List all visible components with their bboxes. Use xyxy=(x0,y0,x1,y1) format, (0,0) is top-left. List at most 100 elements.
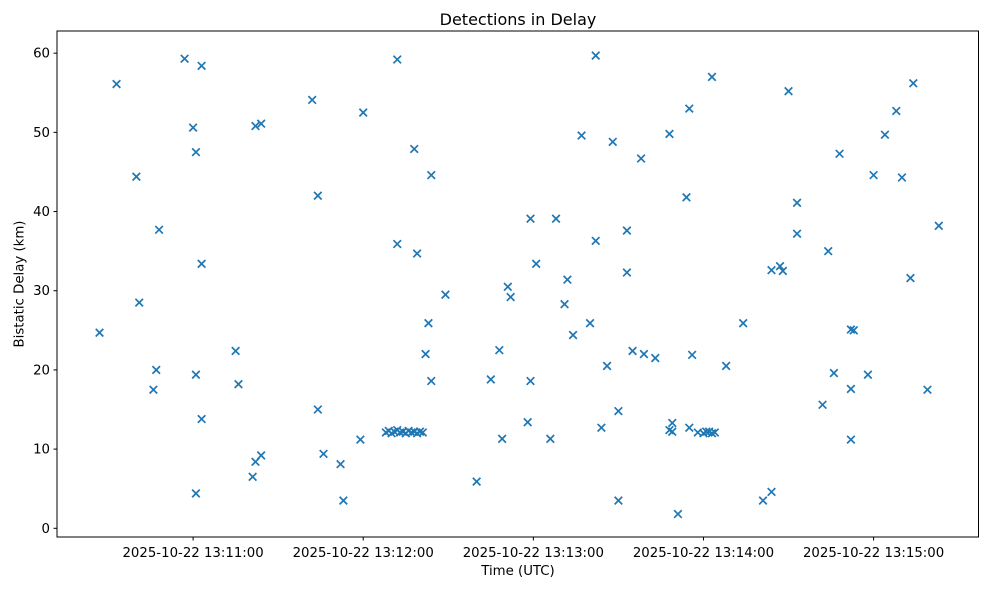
y-tick-label: 60 xyxy=(33,47,50,62)
data-point-marker xyxy=(191,147,201,157)
data-point-marker xyxy=(421,349,431,359)
data-point-marker xyxy=(134,298,144,308)
data-point-marker xyxy=(426,376,436,386)
data-point-marker xyxy=(934,221,944,231)
data-point-marker xyxy=(313,191,323,201)
plot-border xyxy=(56,30,979,538)
data-point-marker xyxy=(545,434,555,444)
data-point-marker xyxy=(523,417,533,427)
data-point-marker xyxy=(684,423,694,433)
y-tick-label: 10 xyxy=(33,443,50,458)
data-point-marker xyxy=(248,472,258,482)
data-point-marker xyxy=(131,172,141,182)
data-point-marker xyxy=(251,457,260,467)
data-point-marker xyxy=(197,259,207,269)
data-point-marker xyxy=(95,328,104,338)
data-point-marker xyxy=(923,385,932,395)
data-point-marker xyxy=(823,246,833,256)
data-point-marker xyxy=(608,137,618,147)
data-point-marker xyxy=(849,325,859,335)
y-tick-label: 40 xyxy=(33,205,50,220)
data-point-marker xyxy=(149,385,158,395)
data-point-marker xyxy=(665,129,674,139)
data-point-marker xyxy=(526,214,535,224)
x-tick-label: 2025-10-22 13:12:00 xyxy=(293,546,434,561)
data-point-marker xyxy=(869,170,878,180)
data-point-marker xyxy=(197,61,207,71)
data-point-marker xyxy=(562,275,572,285)
data-point-marker xyxy=(721,361,731,371)
data-point-marker xyxy=(687,350,697,360)
data-point-marker xyxy=(908,78,918,88)
data-point-marker xyxy=(256,119,266,129)
data-point-marker xyxy=(551,214,561,224)
data-point-marker xyxy=(758,496,768,505)
data-point-marker xyxy=(531,259,541,269)
data-point-marker xyxy=(336,459,345,469)
data-point-marker xyxy=(560,299,569,309)
data-point-marker xyxy=(503,282,513,292)
data-point-marker xyxy=(710,428,720,437)
data-point-marker xyxy=(191,489,201,498)
y-axis-label: Bistatic Delay (km) xyxy=(12,220,28,348)
data-point-marker xyxy=(591,236,601,246)
data-point-marker xyxy=(409,144,419,154)
y-tick-label: 50 xyxy=(33,126,50,141)
data-point-marker xyxy=(392,239,402,249)
data-point-marker xyxy=(234,379,243,389)
data-point-marker xyxy=(568,330,578,340)
data-point-marker xyxy=(667,427,677,437)
x-axis-label: Time (UTC) xyxy=(481,564,555,579)
data-point-marker xyxy=(392,55,402,64)
y-tick-label: 30 xyxy=(33,284,50,299)
data-point-marker xyxy=(591,51,601,60)
data-point-marker xyxy=(880,130,890,140)
data-point-marker xyxy=(313,405,323,414)
data-point-marker xyxy=(906,273,915,283)
data-point-marker xyxy=(358,108,368,117)
data-point-marker xyxy=(829,368,839,378)
x-tick-label: 2025-10-22 13:11:00 xyxy=(122,546,263,561)
data-point-marker xyxy=(622,226,632,235)
data-point-marker xyxy=(180,54,189,64)
data-point-marker xyxy=(472,477,482,486)
data-point-marker xyxy=(486,375,496,384)
data-point-marker xyxy=(526,376,535,386)
data-point-marker xyxy=(596,423,606,433)
data-point-marker xyxy=(191,370,201,380)
data-point-marker xyxy=(767,265,776,275)
data-point-marker xyxy=(441,290,450,300)
data-point-marker xyxy=(622,268,632,277)
data-point-marker xyxy=(231,346,241,356)
data-point-marker xyxy=(636,154,646,163)
data-point-marker xyxy=(846,435,856,445)
data-point-marker xyxy=(602,361,612,371)
data-point-marker xyxy=(667,418,677,428)
data-point-marker xyxy=(112,79,121,89)
data-point-marker xyxy=(307,95,317,105)
data-point-marker xyxy=(707,428,717,438)
data-point-marker xyxy=(846,325,856,334)
data-point-marker xyxy=(614,406,623,416)
data-point-marker xyxy=(355,435,365,445)
data-point-marker xyxy=(863,370,873,380)
data-point-marker xyxy=(684,104,694,114)
data-point-marker xyxy=(424,318,433,328)
data-point-marker xyxy=(251,121,260,131)
data-point-marker xyxy=(497,434,507,444)
x-tick-label: 2025-10-22 13:15:00 xyxy=(803,546,944,561)
data-point-marker xyxy=(506,292,516,302)
data-point-marker xyxy=(792,198,802,208)
data-point-marker xyxy=(897,173,907,182)
data-point-marker xyxy=(151,365,161,375)
data-point-marker xyxy=(707,72,717,82)
data-point-marker xyxy=(577,131,586,140)
y-tick-label: 20 xyxy=(33,363,50,378)
x-tick-label: 2025-10-22 13:14:00 xyxy=(633,546,774,561)
y-tick-label: 0 xyxy=(42,522,50,537)
data-point-marker xyxy=(673,509,683,519)
x-tick-label: 2025-10-22 13:13:00 xyxy=(463,546,604,561)
data-point-marker xyxy=(778,266,788,276)
